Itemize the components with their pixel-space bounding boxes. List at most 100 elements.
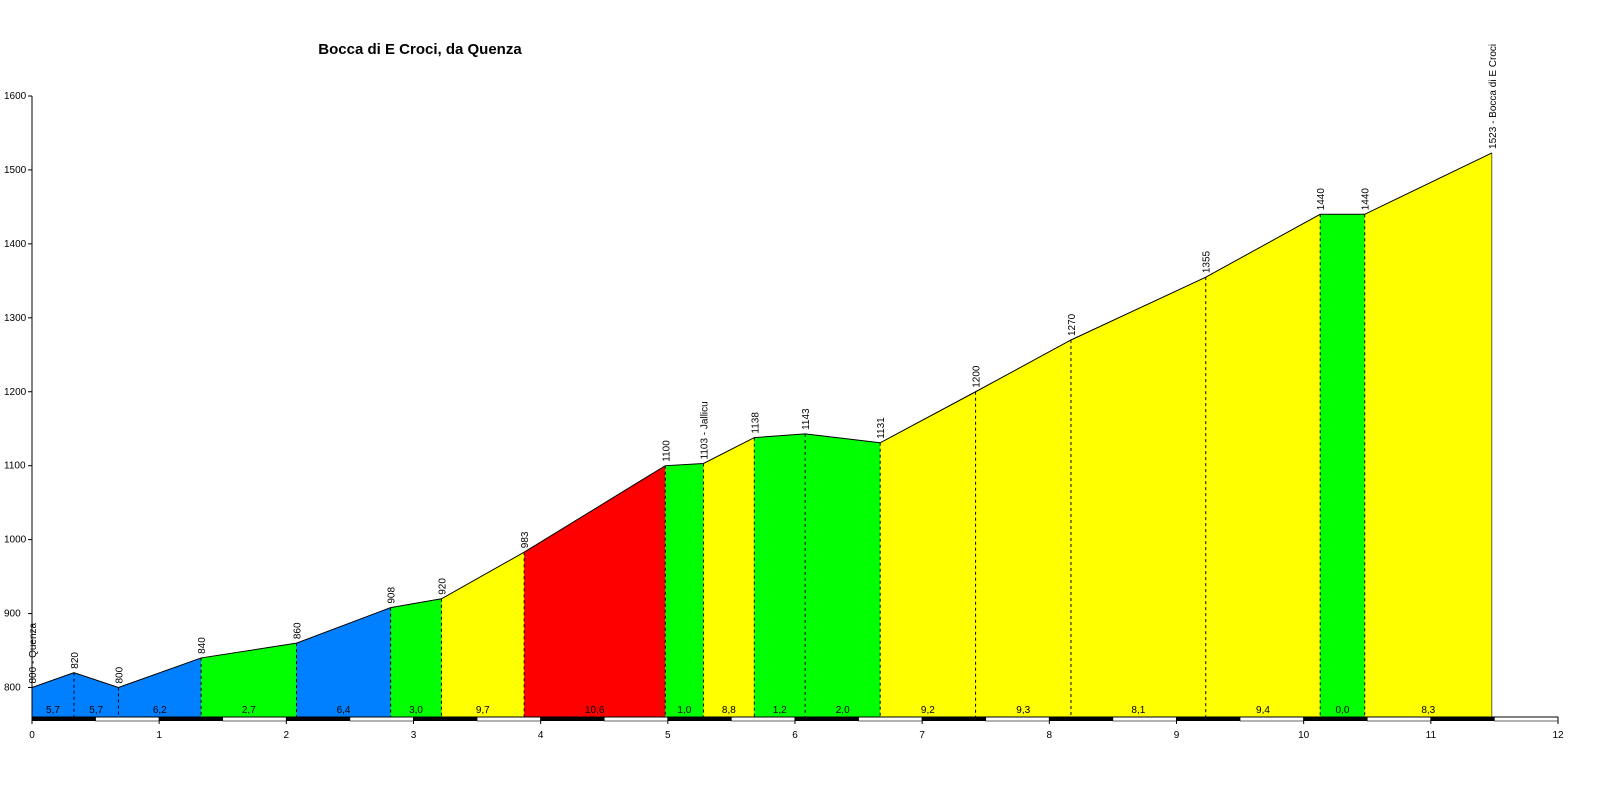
- segment-fill: [390, 598, 442, 717]
- y-tick-label: 1400: [4, 239, 27, 250]
- y-tick-label: 900: [4, 609, 21, 620]
- elevation-label: 1440: [1361, 188, 1372, 211]
- x-scale-bar-light: [476, 716, 541, 722]
- gradient-label: 5,7: [46, 705, 60, 716]
- segment-fill: [1205, 214, 1321, 718]
- gradient-label: 1,0: [677, 705, 691, 716]
- gradient-label: 8,3: [1421, 705, 1435, 716]
- profile-outline: [31, 152, 1493, 689]
- y-tick-label: 1200: [4, 387, 27, 398]
- y-tick-label: 1100: [4, 461, 26, 472]
- segment-fill: [201, 643, 297, 717]
- elevation-label: 800: [114, 666, 125, 683]
- chart-title: Bocca di E Croci, da Quenza: [318, 41, 522, 58]
- x-scale-bar-light: [1112, 716, 1177, 722]
- y-tick-label: 1000: [4, 535, 27, 546]
- segment-fill: [441, 552, 525, 717]
- x-tick-label: 0: [29, 730, 35, 741]
- x-scale-bar-dark: [413, 717, 478, 721]
- x-tick-label: 5: [665, 730, 671, 741]
- elevation-label: 920: [437, 578, 448, 595]
- elevation-label: 820: [70, 652, 81, 669]
- x-tick-label: 1: [156, 730, 162, 741]
- gradient-label: 8,1: [1131, 705, 1145, 716]
- segment-dividers: [73, 152, 1493, 717]
- elevation-label: 860: [293, 622, 304, 639]
- y-tick-label: 1600: [4, 91, 27, 102]
- x-scale-bar-light: [731, 716, 796, 722]
- gradient-label: 9,3: [1016, 705, 1030, 716]
- x-tick-label: 8: [1047, 730, 1053, 741]
- elevation-label: 840: [197, 637, 208, 654]
- x-scale-bar-light: [985, 716, 1050, 722]
- x-scale-bar-light: [1366, 716, 1432, 722]
- gradient-label: 9,7: [476, 705, 490, 716]
- segment-fill: [73, 672, 119, 717]
- gradient-labels: 5,7 5,7 6,2 2,7 6,4 3,0 9,7 10,6 1,0 8,8 1,2 2,0 9,2…: [46, 705, 1436, 716]
- segment-fill: [296, 607, 391, 717]
- gradient-label: 10,6: [585, 705, 605, 716]
- x-scale-bar-light: [1494, 716, 1559, 722]
- elevation-label: 1103 - Jallicu: [699, 401, 710, 459]
- x-scale-bar-dark: [540, 717, 605, 721]
- gradient-label: 9,4: [1256, 705, 1270, 716]
- x-scale-bar-dark: [1303, 717, 1368, 721]
- elevation-label: 1355: [1202, 250, 1213, 273]
- elevation-label: 1138: [750, 412, 761, 434]
- x-axis: 0 1 2 3 4 5 6 7 8 9 10 11 12: [29, 716, 1564, 741]
- gradient-label: 3,0: [409, 705, 423, 716]
- x-scale-bar-dark: [795, 717, 859, 721]
- gradient-label: 2,7: [242, 705, 256, 716]
- x-tick-label: 7: [919, 730, 925, 741]
- segment-fill: [975, 339, 1071, 717]
- y-tick-label: 800: [4, 683, 21, 694]
- x-scale-bar-light: [349, 716, 414, 722]
- x-scale-bar-dark: [667, 717, 732, 721]
- elevation-label: 1200: [972, 365, 983, 388]
- x-scale-bar-dark: [286, 717, 350, 721]
- elevation-label: 983: [520, 531, 531, 548]
- x-tick-label: 3: [411, 730, 417, 741]
- x-tick-label: 4: [538, 730, 544, 741]
- gradient-label: 8,8: [722, 705, 736, 716]
- elevation-labels: 800 - Quenza 820 800 840 860 908 920 983 1100 110…: [28, 44, 1499, 684]
- x-tick-label: 11: [1426, 730, 1437, 741]
- gradient-label: 6,4: [337, 705, 351, 716]
- x-scale-bar-dark: [922, 717, 986, 721]
- x-scale-bar-light: [222, 716, 287, 722]
- segment-fills: [32, 152, 1492, 718]
- segment-fill: [32, 672, 74, 717]
- gradient-label: 1,2: [773, 705, 787, 716]
- segment-fill: [703, 437, 755, 717]
- x-scale-bar-light: [1239, 716, 1304, 722]
- segment-fill: [118, 657, 202, 717]
- elevation-label: 1270: [1067, 313, 1078, 336]
- elevation-label: 1131: [876, 417, 887, 439]
- x-tick-label: 2: [284, 730, 290, 741]
- x-scale-bar-dark: [32, 717, 96, 721]
- x-scale-bar-light: [858, 716, 923, 722]
- y-tick-label: 1300: [4, 313, 27, 324]
- x-scale-bar-dark: [159, 717, 223, 721]
- segment-fill: [1070, 277, 1206, 717]
- y-axis: 800 900 1000 1100 1200 1300 1400 1500 1600: [4, 91, 33, 717]
- elevation-label: 1100: [661, 440, 672, 462]
- segment-fill: [805, 433, 881, 717]
- segment-fill: [1320, 214, 1365, 718]
- elevation-label: 1143: [801, 408, 812, 430]
- y-tick-label: 1500: [4, 165, 27, 176]
- gradient-label: 0,0: [1335, 705, 1349, 716]
- x-tick-label: 12: [1552, 730, 1564, 741]
- segment-fill: [880, 391, 976, 717]
- gradient-label: 5,7: [89, 705, 103, 716]
- segment-fill: [1364, 152, 1492, 717]
- segment-fill: [665, 463, 704, 717]
- x-tick-label: 9: [1174, 730, 1180, 741]
- x-scale-bar-light: [603, 716, 669, 722]
- segment-fill: [524, 465, 666, 717]
- gradient-label: 6,2: [153, 705, 167, 716]
- elevation-label: 908: [387, 587, 398, 604]
- profile-line: [31, 152, 1493, 689]
